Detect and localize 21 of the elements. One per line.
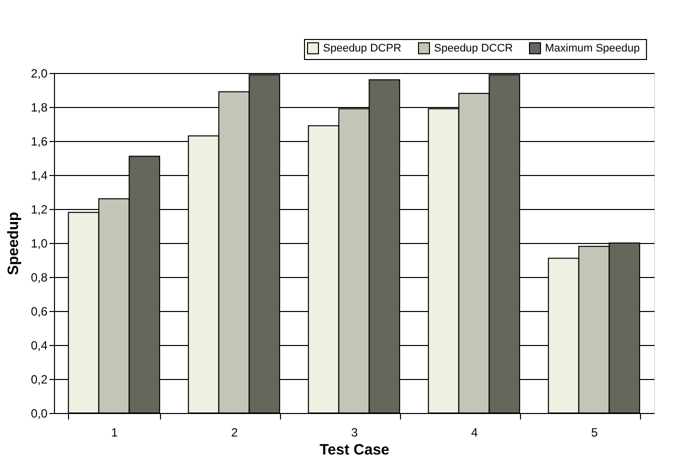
y-tick-label: 0,8 xyxy=(30,270,48,284)
legend-label: Speedup DCPR xyxy=(323,42,402,54)
y-tick-label: 1,8 xyxy=(30,100,48,114)
x-tick-label: 1 xyxy=(111,426,118,440)
y-tick-label: 1,2 xyxy=(30,202,48,216)
x-tick-label: 3 xyxy=(351,426,358,440)
y-axis-title: Speedup xyxy=(4,212,22,276)
y-tick-label: 0,2 xyxy=(30,372,48,386)
y-tick-label: 0,6 xyxy=(30,304,48,318)
y-tick-label: 0,0 xyxy=(30,406,48,420)
y-tick-label: 1,6 xyxy=(30,134,48,148)
y-tick-label: 2,0 xyxy=(30,66,48,80)
y-tick-label: 1,0 xyxy=(30,236,48,250)
legend-label: Maximum Speedup xyxy=(545,42,640,54)
x-axis-title: Test Case xyxy=(320,442,390,458)
x-tick-label: 4 xyxy=(471,426,478,440)
x-tick-label: 5 xyxy=(591,426,598,440)
legend-label: Speedup DCCR xyxy=(434,42,513,54)
y-tick-label: 1,4 xyxy=(30,168,48,182)
x-tick-label: 2 xyxy=(231,426,238,440)
y-tick-label: 0,4 xyxy=(30,338,48,352)
